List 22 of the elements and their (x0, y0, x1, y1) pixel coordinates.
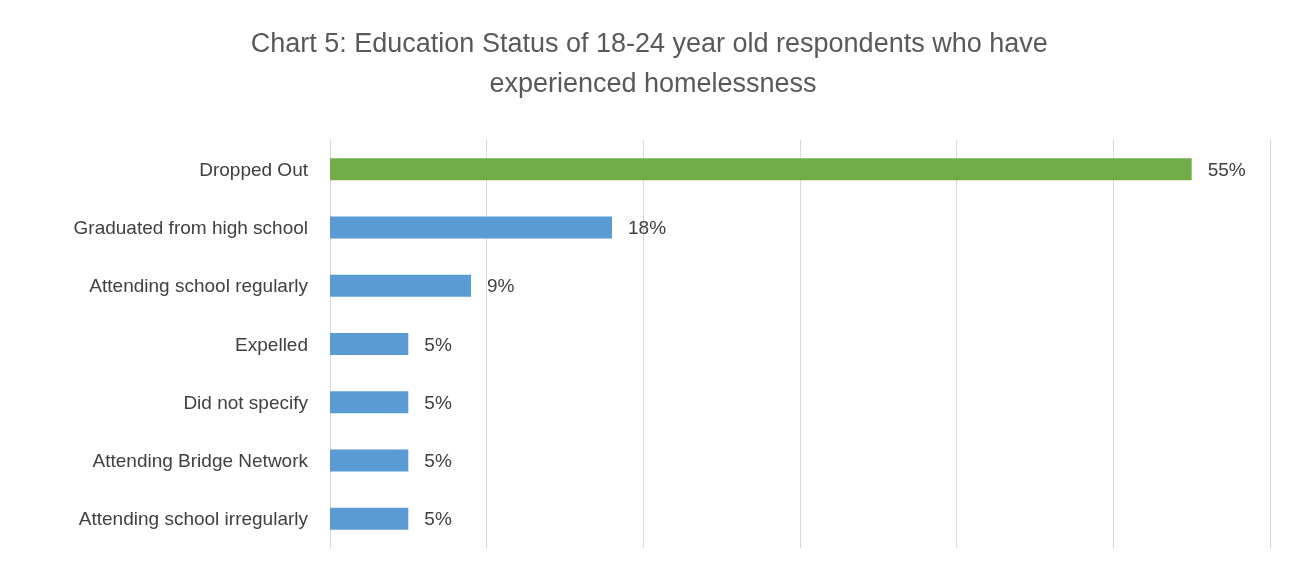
y-tick-label: Attending school regularly (89, 275, 309, 297)
chart-title: Chart 5: Education Status of 18-24 year old respondents who have experienced homelessness (250, 28, 1056, 98)
bar (330, 449, 409, 472)
y-tick-label: Attending Bridge Network (92, 450, 309, 472)
data-label: 5% (424, 333, 452, 355)
data-label: 5% (424, 450, 452, 472)
y-tick-label: Graduated from high school (73, 216, 308, 238)
y-tick-label: Expelled (235, 333, 308, 355)
data-label: 5% (424, 391, 452, 413)
data-label: 18% (628, 216, 667, 238)
y-tick-label: Dropped Out (199, 158, 309, 180)
bar (330, 391, 409, 414)
bar (330, 216, 612, 239)
data-label: 9% (487, 275, 515, 297)
y-tick-label: Attending school irregularly (78, 508, 309, 530)
bar (330, 274, 471, 297)
bar (330, 507, 409, 530)
bar (330, 158, 1192, 181)
data-label: 55% (1207, 158, 1246, 180)
data-label: 5% (424, 508, 452, 530)
y-tick-label: Did not specify (183, 391, 309, 413)
bar (330, 333, 409, 355)
